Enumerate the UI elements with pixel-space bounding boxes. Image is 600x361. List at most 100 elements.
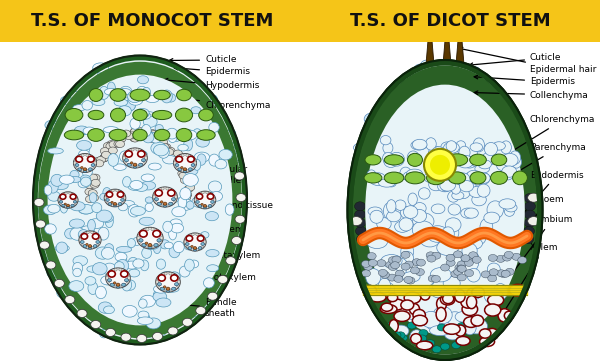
Ellipse shape — [92, 158, 95, 161]
Ellipse shape — [429, 160, 439, 169]
Ellipse shape — [186, 239, 200, 245]
Ellipse shape — [199, 205, 202, 207]
Ellipse shape — [406, 305, 421, 320]
Ellipse shape — [470, 154, 487, 166]
Ellipse shape — [121, 271, 128, 277]
Ellipse shape — [114, 99, 128, 106]
Ellipse shape — [154, 289, 164, 300]
Ellipse shape — [109, 203, 112, 205]
Ellipse shape — [184, 166, 198, 175]
Ellipse shape — [365, 155, 381, 165]
Ellipse shape — [202, 238, 205, 240]
Ellipse shape — [99, 86, 109, 99]
Text: Pith: Pith — [0, 360, 1, 361]
Ellipse shape — [46, 261, 56, 269]
Ellipse shape — [445, 218, 461, 232]
Ellipse shape — [65, 206, 67, 208]
Ellipse shape — [176, 89, 191, 101]
Ellipse shape — [178, 144, 188, 151]
Ellipse shape — [88, 301, 99, 309]
Ellipse shape — [479, 137, 490, 147]
Ellipse shape — [493, 283, 508, 300]
Ellipse shape — [401, 300, 414, 310]
Ellipse shape — [104, 117, 118, 125]
Ellipse shape — [404, 276, 413, 283]
Ellipse shape — [121, 333, 131, 341]
Ellipse shape — [44, 224, 56, 234]
Ellipse shape — [466, 250, 476, 264]
Ellipse shape — [88, 129, 104, 142]
Ellipse shape — [521, 246, 532, 258]
Ellipse shape — [154, 144, 169, 156]
Ellipse shape — [137, 236, 140, 239]
Ellipse shape — [73, 256, 88, 266]
Ellipse shape — [186, 201, 194, 209]
Ellipse shape — [65, 192, 67, 194]
Ellipse shape — [136, 165, 139, 168]
Ellipse shape — [74, 158, 77, 161]
Ellipse shape — [122, 305, 137, 317]
Ellipse shape — [467, 288, 476, 301]
Ellipse shape — [353, 143, 366, 152]
Ellipse shape — [160, 236, 163, 239]
Ellipse shape — [175, 159, 184, 166]
Ellipse shape — [160, 135, 172, 147]
Ellipse shape — [472, 323, 487, 333]
Ellipse shape — [443, 326, 452, 332]
Ellipse shape — [436, 170, 457, 182]
Ellipse shape — [42, 180, 57, 192]
Ellipse shape — [186, 170, 189, 172]
Ellipse shape — [118, 192, 124, 197]
Ellipse shape — [82, 166, 92, 177]
Ellipse shape — [432, 101, 443, 109]
Ellipse shape — [74, 126, 89, 135]
Ellipse shape — [116, 190, 118, 192]
Ellipse shape — [96, 240, 100, 243]
Ellipse shape — [464, 259, 473, 266]
Ellipse shape — [509, 284, 526, 296]
Ellipse shape — [370, 173, 386, 186]
Ellipse shape — [433, 279, 451, 293]
Text: Collenchyma: Collenchyma — [474, 91, 589, 100]
Ellipse shape — [160, 201, 163, 203]
Ellipse shape — [377, 260, 386, 267]
Ellipse shape — [118, 106, 131, 116]
Ellipse shape — [118, 219, 133, 229]
Ellipse shape — [380, 269, 397, 282]
Ellipse shape — [78, 266, 86, 274]
Ellipse shape — [448, 135, 458, 147]
Ellipse shape — [470, 143, 482, 152]
Ellipse shape — [103, 187, 111, 197]
Ellipse shape — [70, 219, 85, 228]
Ellipse shape — [494, 132, 507, 139]
Ellipse shape — [503, 254, 512, 261]
Ellipse shape — [141, 174, 154, 182]
Ellipse shape — [401, 294, 417, 305]
Ellipse shape — [131, 148, 134, 151]
Ellipse shape — [486, 185, 499, 198]
Ellipse shape — [103, 263, 116, 275]
Ellipse shape — [169, 245, 180, 258]
Ellipse shape — [119, 191, 122, 193]
Ellipse shape — [190, 156, 193, 158]
Ellipse shape — [133, 275, 148, 283]
Ellipse shape — [421, 291, 430, 300]
Ellipse shape — [205, 281, 214, 290]
Ellipse shape — [498, 170, 508, 178]
Ellipse shape — [200, 300, 211, 310]
Ellipse shape — [427, 68, 440, 78]
Ellipse shape — [429, 186, 444, 193]
Text: Metaxylem: Metaxylem — [164, 252, 260, 261]
Ellipse shape — [461, 208, 475, 218]
Ellipse shape — [437, 107, 446, 117]
Ellipse shape — [364, 173, 382, 183]
Ellipse shape — [454, 193, 466, 202]
Ellipse shape — [101, 276, 115, 285]
Ellipse shape — [90, 156, 93, 158]
Ellipse shape — [164, 289, 167, 292]
Ellipse shape — [386, 173, 401, 180]
Ellipse shape — [457, 183, 470, 199]
Ellipse shape — [426, 220, 438, 234]
Ellipse shape — [173, 199, 176, 202]
Ellipse shape — [462, 303, 478, 316]
